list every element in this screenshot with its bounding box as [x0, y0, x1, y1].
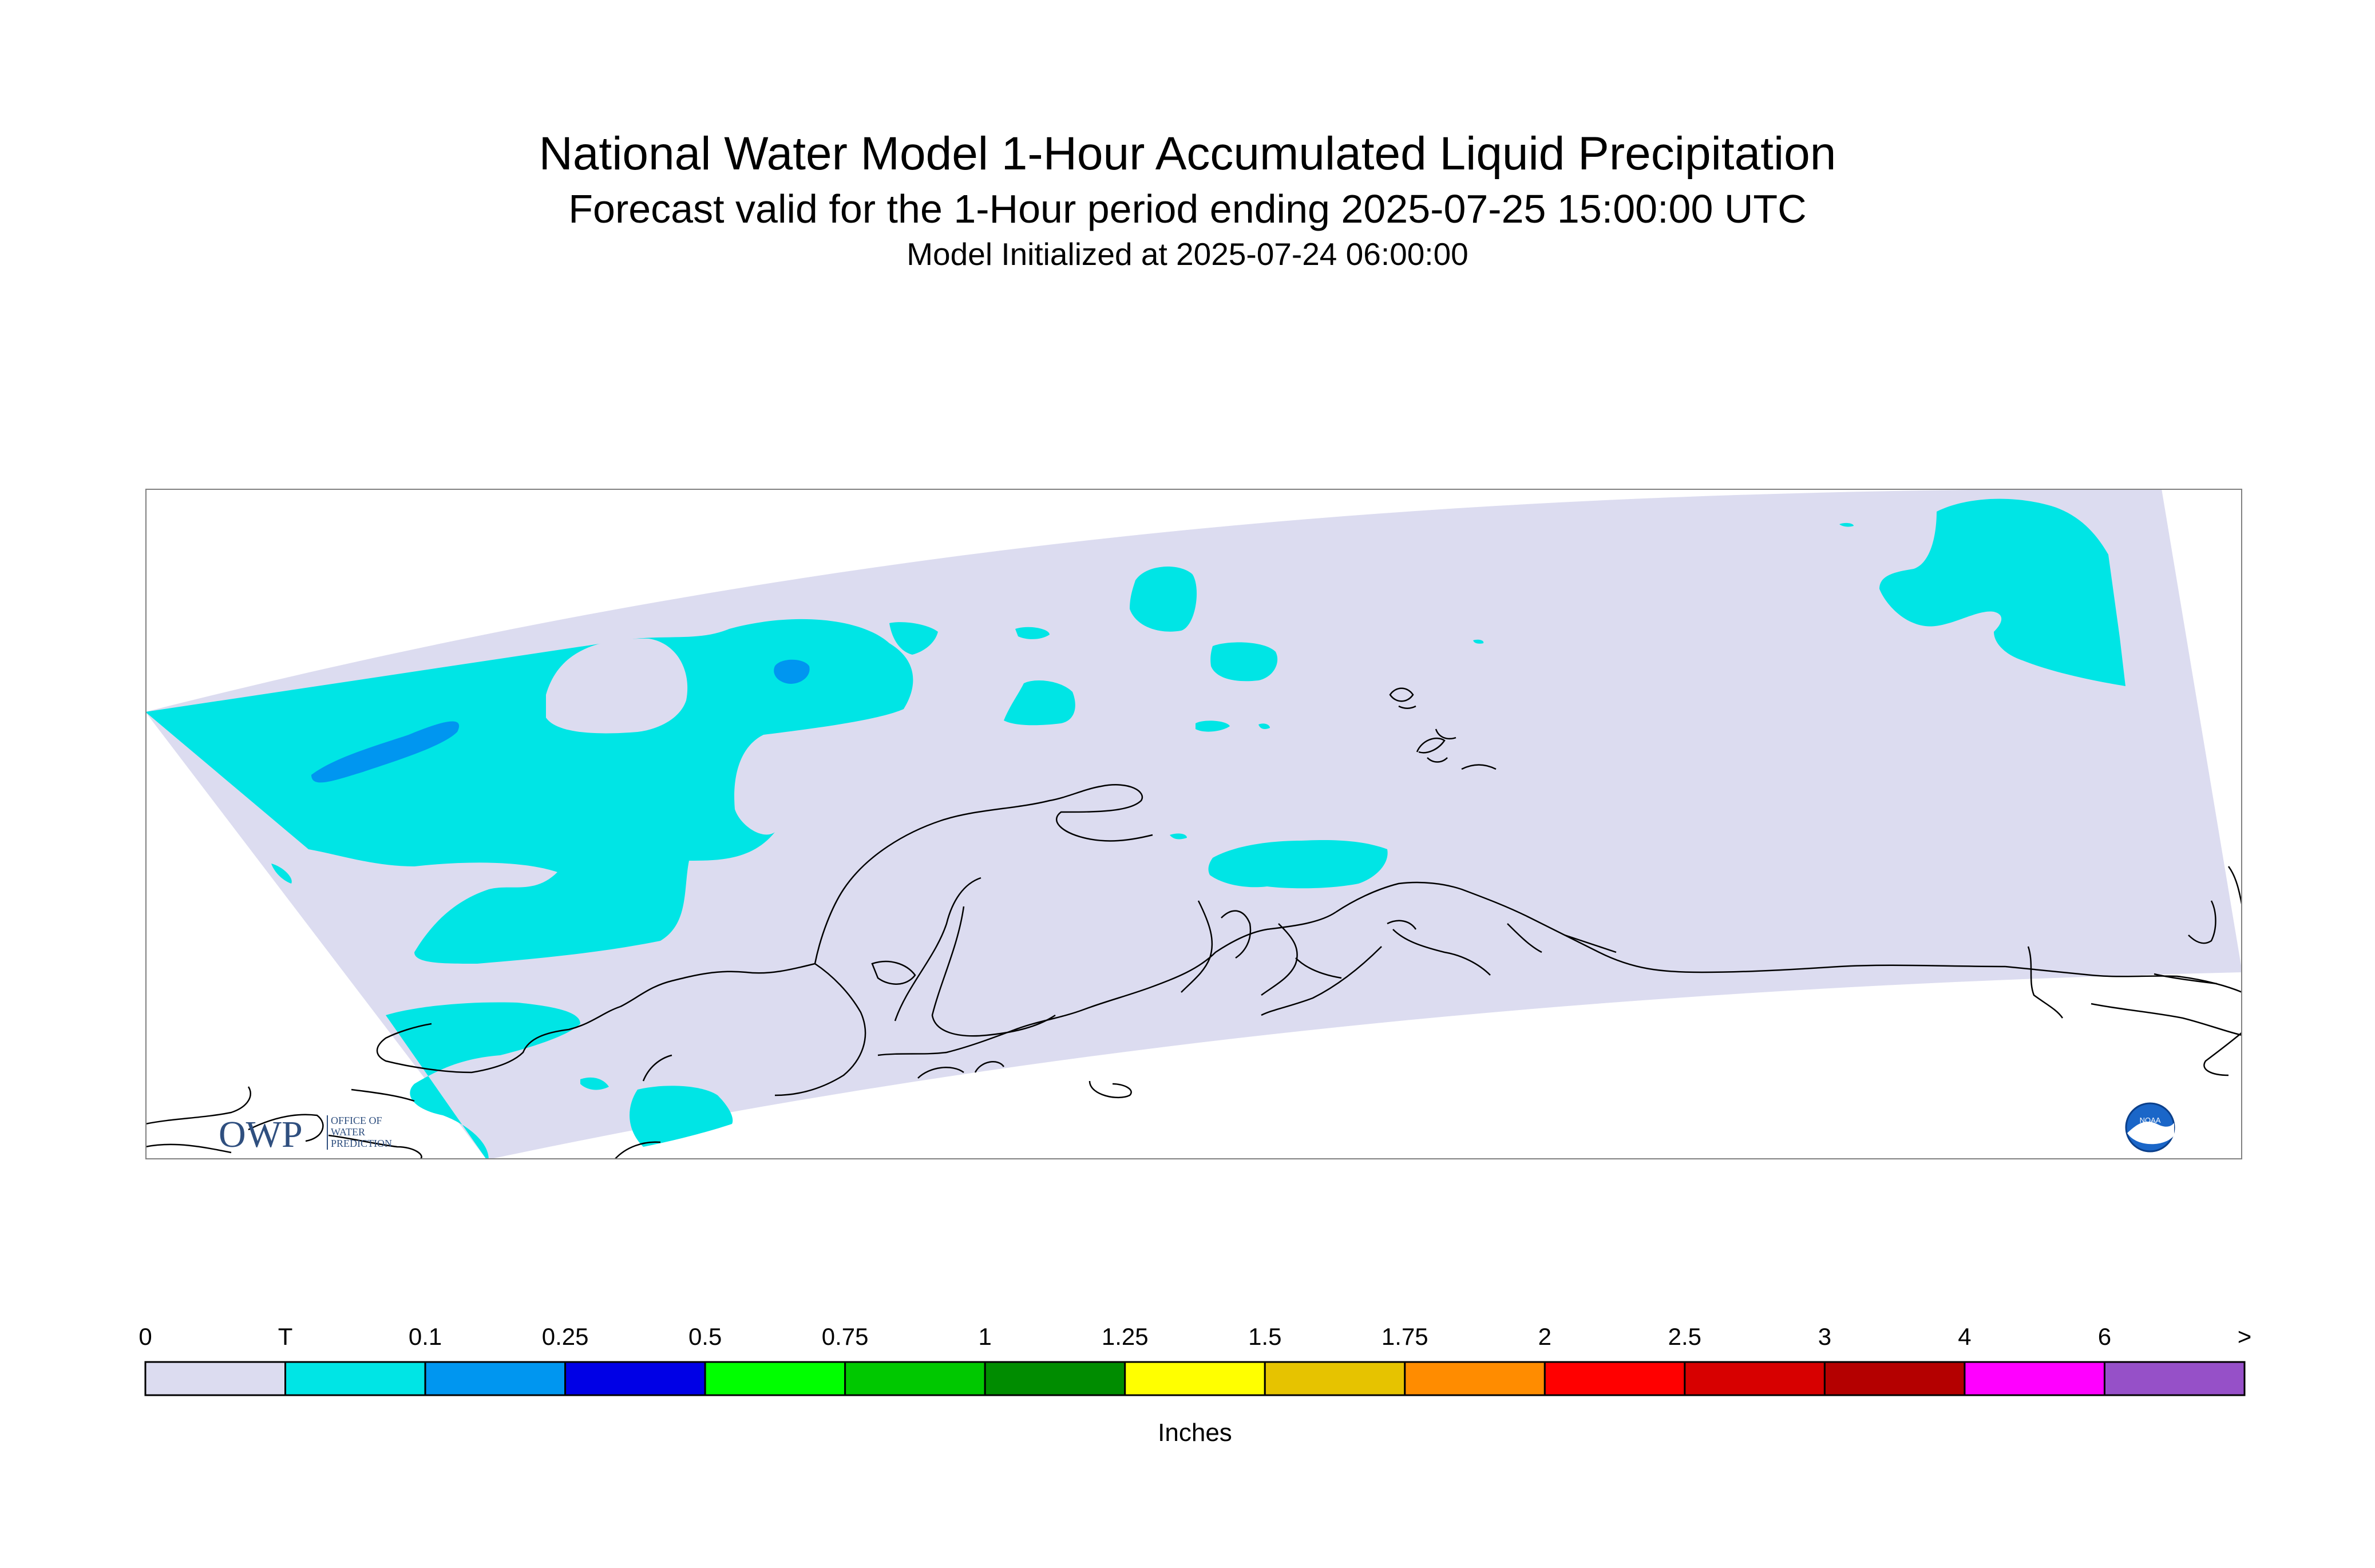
noaa-logo-mark: NOAA	[2140, 1116, 2161, 1124]
legend-swatch	[2103, 1361, 2246, 1396]
legend-swatch	[704, 1361, 846, 1396]
precipitation-map: OWP OFFICE OF WATER PREDICTION NOAA	[145, 489, 2242, 1159]
precip-trace-patch-9	[1170, 833, 1187, 840]
precip-trace-area-west	[145, 619, 913, 964]
legend-swatch	[1684, 1361, 1826, 1396]
precip-light-streak-west	[311, 721, 460, 783]
legend-tick-label: 0.1	[409, 1323, 442, 1350]
legend-unit-label: Inches	[1158, 1419, 1232, 1447]
legend-tick-label: 2.5	[1668, 1323, 1701, 1350]
precip-trace-patch-7	[1258, 723, 1270, 729]
owp-logo-sub-line2: WATER	[331, 1126, 365, 1138]
precip-trace-area-cook-inlet	[1208, 840, 1388, 889]
legend-swatch	[1543, 1361, 1686, 1396]
precip-trace-area-south	[630, 1086, 733, 1147]
legend-swatch	[1124, 1361, 1266, 1396]
legend-tick-label: 6	[2098, 1323, 2111, 1350]
precip-trace-area-northeast	[1879, 498, 2125, 686]
precip-trace-patch-2	[1015, 627, 1050, 639]
precip-trace-spot-south	[580, 1077, 609, 1090]
legend-tick-label: 0.75	[822, 1323, 869, 1350]
legend-swatch	[1964, 1361, 2105, 1396]
noaa-logo: NOAA	[2125, 1102, 2175, 1153]
legend-swatch	[564, 1361, 706, 1396]
legend-swatch	[424, 1361, 567, 1396]
legend-tick-label: 1.25	[1102, 1323, 1149, 1350]
precip-trace-patch-5	[1210, 642, 1278, 682]
legend-tick-label: 0	[138, 1323, 152, 1350]
legend-tick-label: 1.75	[1382, 1323, 1428, 1350]
legend-swatch	[844, 1361, 986, 1396]
legend-tick-label: 1	[979, 1323, 992, 1350]
coastlines	[145, 687, 2242, 1159]
legend-swatch	[284, 1361, 426, 1396]
legend-swatch	[1823, 1361, 1966, 1396]
legend-swatch	[984, 1361, 1126, 1396]
owp-logo-mark: OWP	[219, 1114, 303, 1155]
legend-tick-label: 0.5	[688, 1323, 722, 1350]
legend-tick-label: 3	[1818, 1323, 1831, 1350]
owp-logo-sub-line3: PREDICTION	[331, 1138, 392, 1149]
precip-light-blob-north	[774, 659, 810, 684]
precip-trace-patch-10	[1473, 639, 1484, 644]
precip-trace-patch-6	[1196, 720, 1230, 732]
precip-trace-spot-northeast	[1839, 522, 1854, 527]
legend-swatch	[144, 1361, 287, 1396]
legend-tick-label: 4	[1958, 1323, 1971, 1350]
owp-logo-sub-line1: OFFICE OF	[331, 1115, 382, 1126]
owp-logo: OWP OFFICE OF WATER PREDICTION	[219, 1114, 392, 1155]
legend-swatch	[1264, 1361, 1406, 1396]
map-frame	[145, 489, 2242, 1159]
legend-swatch	[1404, 1361, 1546, 1396]
legend-tick-label: 0.25	[542, 1323, 589, 1350]
map-title: National Water Model 1-Hour Accumulated …	[539, 128, 1836, 180]
precip-trace-patch-3	[1004, 680, 1075, 726]
no-precip-pocket	[546, 638, 688, 734]
precip-trace-patch-4	[1130, 567, 1197, 632]
legend-tick-label: 1.5	[1248, 1323, 1281, 1350]
legend-tick-label: T	[278, 1323, 293, 1350]
model-init-text: Model Initialized at 2025-07-24 06:00:00	[907, 236, 1468, 272]
legend-tick-label: 2	[1538, 1323, 1551, 1350]
precip-trace-patch-1	[889, 622, 938, 655]
precip-trace-spot-southwest	[271, 864, 292, 884]
forecast-valid-subtitle: Forecast valid for the 1-Hour period end…	[568, 187, 1807, 231]
legend-tick-label: >	[2238, 1323, 2252, 1350]
